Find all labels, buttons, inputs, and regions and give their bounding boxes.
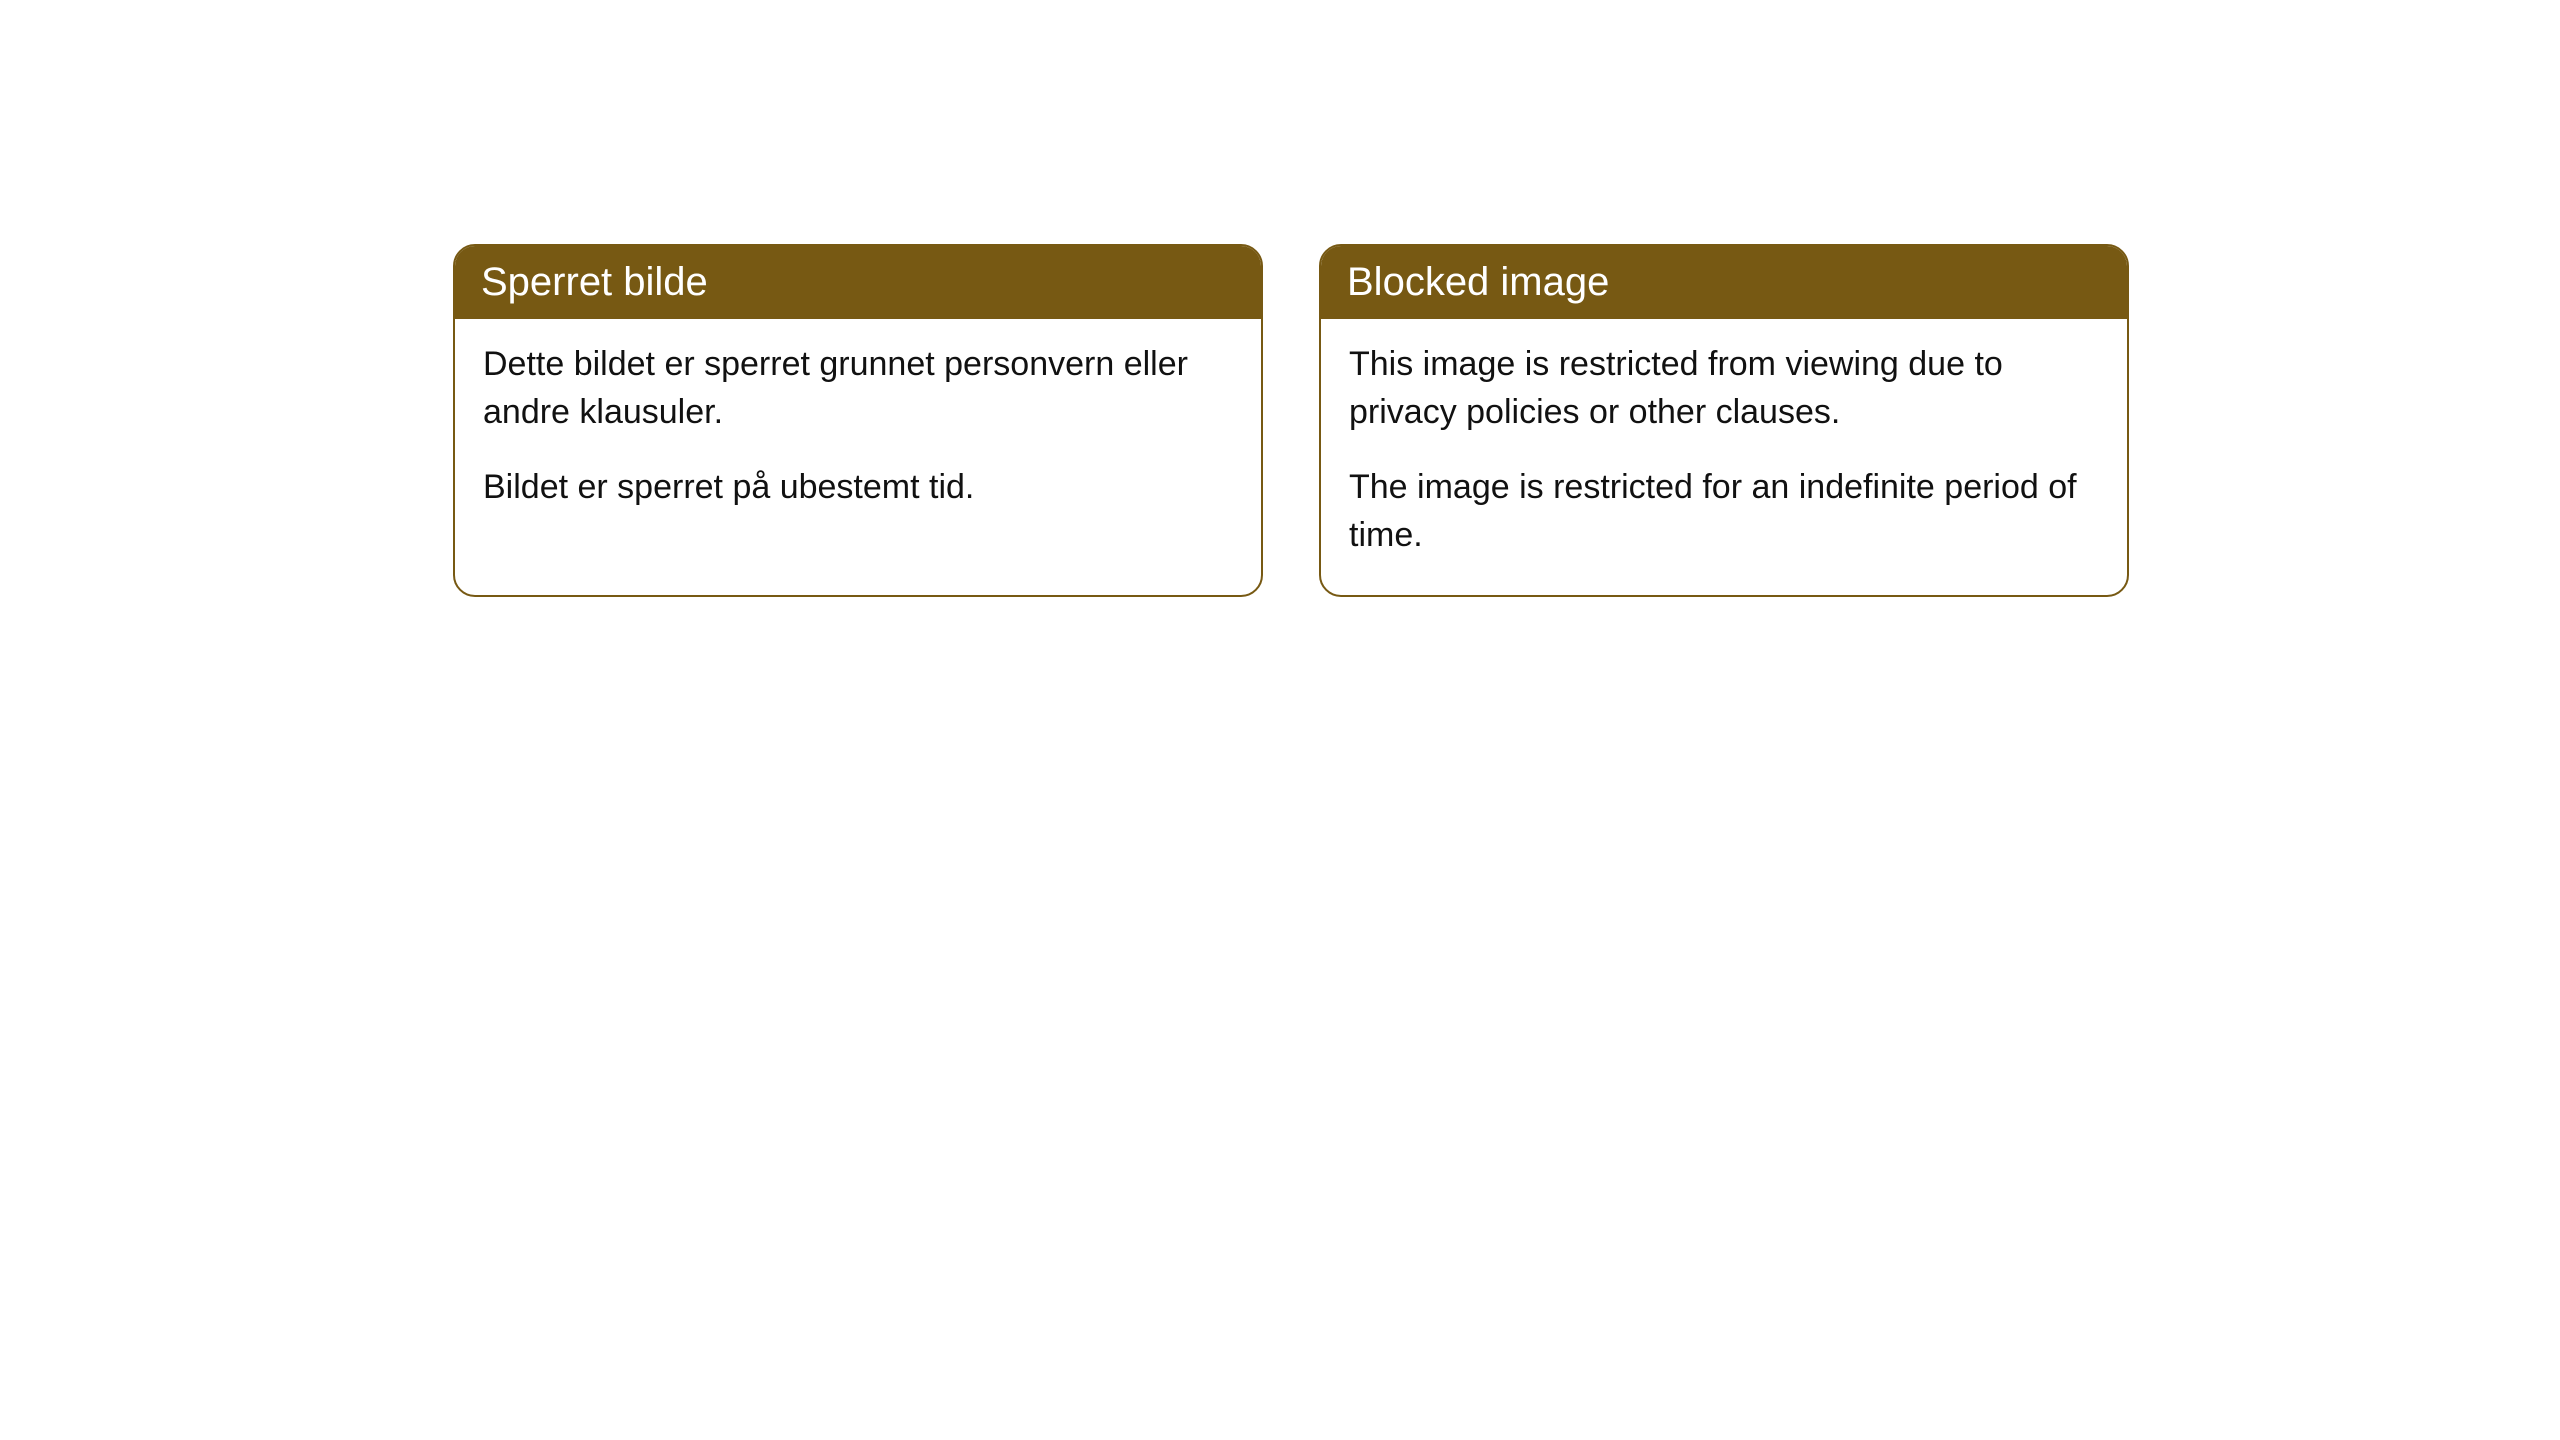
- card-body-english: This image is restricted from viewing du…: [1321, 319, 2127, 595]
- blocked-image-card-norwegian: Sperret bilde Dette bildet er sperret gr…: [453, 244, 1263, 597]
- card-title-english: Blocked image: [1321, 246, 2127, 319]
- card-title-norwegian: Sperret bilde: [455, 246, 1261, 319]
- card-paragraph-2-norwegian: Bildet er sperret på ubestemt tid.: [483, 464, 1233, 512]
- card-paragraph-1-english: This image is restricted from viewing du…: [1349, 341, 2099, 436]
- cards-container: Sperret bilde Dette bildet er sperret gr…: [0, 0, 2560, 597]
- card-body-norwegian: Dette bildet er sperret grunnet personve…: [455, 319, 1261, 548]
- card-paragraph-2-english: The image is restricted for an indefinit…: [1349, 464, 2099, 559]
- card-paragraph-1-norwegian: Dette bildet er sperret grunnet personve…: [483, 341, 1233, 436]
- blocked-image-card-english: Blocked image This image is restricted f…: [1319, 244, 2129, 597]
